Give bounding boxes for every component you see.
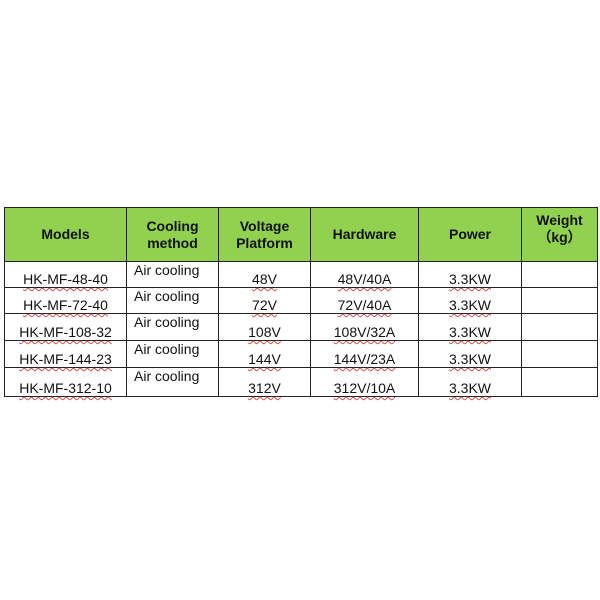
- cell-model: HK-MF-108-32: [4, 313, 127, 341]
- cell-voltage-platform: 48V: [218, 261, 311, 288]
- cell-hardware: 312V/10A: [310, 367, 419, 397]
- cell-cooling-method: Air cooling: [126, 261, 219, 288]
- header-cooling-method: Cooling method: [126, 207, 219, 262]
- cell-voltage-platform: 72V: [218, 287, 311, 314]
- cell-voltage-platform: 312V: [218, 367, 311, 397]
- cell-text: 312V/10A: [333, 380, 396, 396]
- header-voltage-platform: Voltage Platform: [218, 207, 311, 262]
- cell-text: 144V: [248, 351, 281, 367]
- cell-text: 3.3KW: [448, 271, 491, 287]
- table-row: HK-MF-72-40 Air cooling 72V 72V/40A 3.3KW: [4, 287, 598, 314]
- cell-text: HK-MF-108-32: [19, 324, 112, 340]
- cell-weight: [521, 261, 598, 288]
- cell-model: HK-MF-144-23: [4, 340, 127, 368]
- cell-text: HK-MF-312-10: [19, 380, 112, 396]
- cell-cooling-method: Air cooling: [126, 367, 219, 397]
- cell-text: 312V: [248, 380, 281, 396]
- cell-hardware: 144V/23A: [310, 340, 419, 368]
- cell-text: 48V: [252, 271, 277, 287]
- cell-weight: [521, 287, 598, 314]
- table-row: HK-MF-108-32 Air cooling 108V 108V/32A 3.3KW: [4, 313, 598, 341]
- cell-text: 3.3KW: [448, 380, 491, 396]
- cell-weight: [521, 340, 598, 368]
- cell-text: 144V/23A: [333, 351, 396, 367]
- cell-power: 3.3KW: [418, 367, 522, 397]
- cell-text: 48V/40A: [337, 271, 392, 287]
- cell-model: HK-MF-72-40: [4, 287, 127, 314]
- cell-text: 108V/32A: [333, 324, 396, 340]
- header-weight: Weight （kg）: [521, 207, 598, 262]
- cell-hardware: 48V/40A: [310, 261, 419, 288]
- cell-power: 3.3KW: [418, 313, 522, 341]
- cell-text: 3.3KW: [448, 324, 491, 340]
- header-power: Power: [418, 207, 522, 262]
- table-row: HK-MF-144-23 Air cooling 144V 144V/23A 3.3KW: [4, 340, 598, 368]
- cell-power: 3.3KW: [418, 287, 522, 314]
- cell-text: 3.3KW: [448, 351, 491, 367]
- cell-text: Air cooling: [134, 368, 200, 384]
- cell-text: 72V: [252, 297, 277, 313]
- cell-text: Air cooling: [134, 262, 200, 278]
- cell-text: Air cooling: [134, 288, 200, 304]
- cell-hardware: 72V/40A: [310, 287, 419, 314]
- cell-cooling-method: Air cooling: [126, 340, 219, 368]
- cell-text: Air cooling: [134, 314, 200, 330]
- header-models: Models: [4, 207, 127, 262]
- cell-text: HK-MF-48-40: [23, 271, 108, 287]
- table-row: HK-MF-48-40 Air cooling 48V 48V/40A 3.3KW: [4, 261, 598, 288]
- cell-voltage-platform: 108V: [218, 313, 311, 341]
- cell-voltage-platform: 144V: [218, 340, 311, 368]
- cell-weight: [521, 313, 598, 341]
- cell-text: HK-MF-144-23: [19, 351, 112, 367]
- cell-text: 72V/40A: [337, 297, 392, 313]
- cell-cooling-method: Air cooling: [126, 313, 219, 341]
- cell-power: 3.3KW: [418, 340, 522, 368]
- spec-table: Models Cooling method Voltage Platform H…: [4, 207, 598, 397]
- cell-text: 3.3KW: [448, 297, 491, 313]
- cell-cooling-method: Air cooling: [126, 287, 219, 314]
- cell-text: Air cooling: [134, 341, 200, 357]
- cell-power: 3.3KW: [418, 261, 522, 288]
- cell-weight: [521, 367, 598, 397]
- cell-model: HK-MF-48-40: [4, 261, 127, 288]
- cell-text: 108V: [248, 324, 281, 340]
- header-row: Models Cooling method Voltage Platform H…: [4, 207, 598, 262]
- cell-text: HK-MF-72-40: [23, 297, 108, 313]
- table-row: HK-MF-312-10 Air cooling 312V 312V/10A 3.3KW: [4, 367, 598, 397]
- cell-model: HK-MF-312-10: [4, 367, 127, 397]
- cell-hardware: 108V/32A: [310, 313, 419, 341]
- header-hardware: Hardware: [310, 207, 419, 262]
